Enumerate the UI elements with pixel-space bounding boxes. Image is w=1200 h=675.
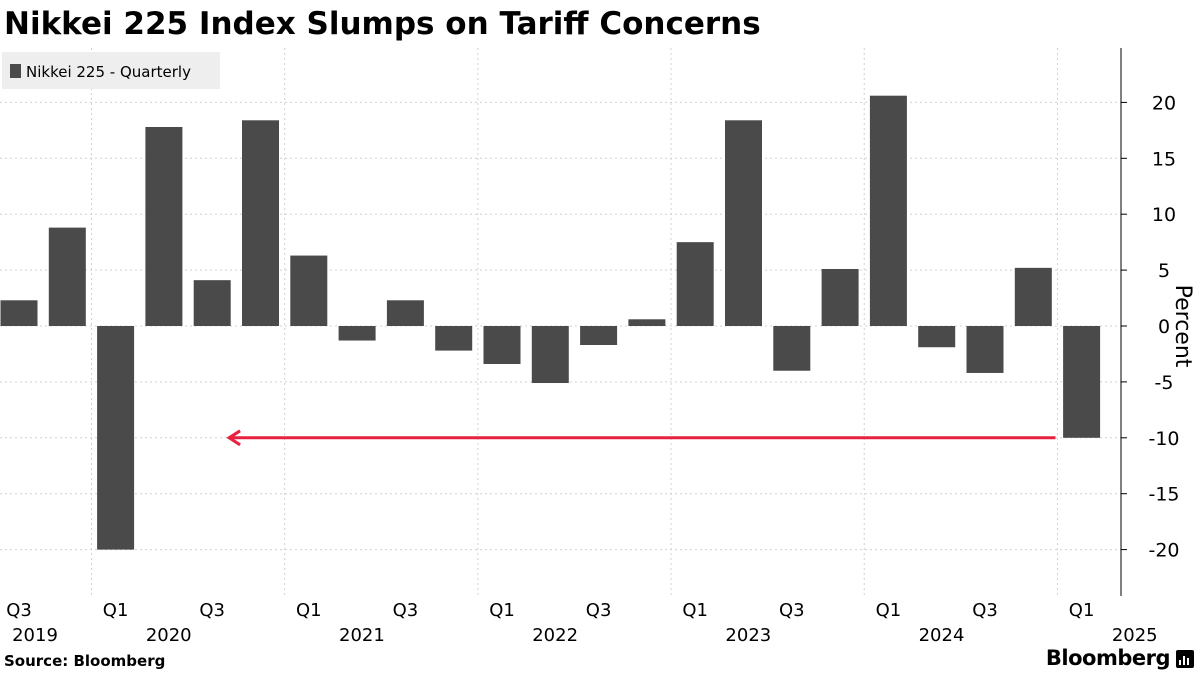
bar-2024-q1 <box>869 95 907 326</box>
y-axis-label: Percent <box>1170 285 1195 368</box>
bar-2024-q2 <box>918 326 956 348</box>
x-tick-label: Q1 <box>489 600 515 621</box>
bar-2022-q4 <box>628 319 666 326</box>
x-year-label: 2020 <box>146 625 192 646</box>
chart-title: Nikkei 225 Index Slumps on Tariff Concer… <box>4 6 761 42</box>
y-tick-label: -15 <box>1148 484 1179 506</box>
x-year-label: 2025 <box>1112 625 1158 646</box>
bar-2020-q3 <box>193 280 231 326</box>
y-tick-label: 0 <box>1158 316 1170 338</box>
bar-2021-q3 <box>386 300 424 326</box>
bar-2024-q4 <box>1014 267 1052 326</box>
bar-2023-q1 <box>676 242 714 326</box>
bar-2021-q1 <box>290 255 328 326</box>
x-tick-label: Q1 <box>682 600 708 621</box>
bar-2019-q3 <box>0 300 38 326</box>
y-axis: 20 15 10 5 0 -5 -10 -15 -20 <box>1120 48 1180 596</box>
x-tick-label: Q3 <box>972 600 998 621</box>
x-tick-label: Q3 <box>586 600 612 621</box>
bar-2020-q1 <box>97 326 135 550</box>
legend-background <box>2 52 220 89</box>
bar-2022-q1 <box>483 326 521 365</box>
x-tick-label: Q3 <box>779 600 805 621</box>
y-tick-label: 20 <box>1152 92 1176 114</box>
y-tick-label: -20 <box>1148 540 1179 562</box>
x-axis: Q3 2019 Q1 2020 Q3 Q1 2021 Q3 Q1 2022 Q3 Q1 2023 Q3 Q1… <box>6 600 1157 646</box>
bar-2022-q3 <box>580 326 618 346</box>
x-tick-label: Q3 <box>6 600 32 621</box>
x-tick-label: Q1 <box>1069 600 1095 621</box>
bar-2024-q3 <box>966 326 1004 373</box>
legend: Nikkei 225 - Quarterly <box>2 52 220 89</box>
x-tick-label: Q1 <box>103 600 129 621</box>
x-tick-label: Q1 <box>296 600 322 621</box>
x-year-label: 2021 <box>339 625 385 646</box>
bloomberg-terminal-icon <box>1176 650 1194 668</box>
bar-2020-q2 <box>145 126 183 326</box>
y-tick-label: 10 <box>1152 204 1176 226</box>
bar-2019-q4 <box>48 227 86 326</box>
bar-2021-q4 <box>435 326 473 351</box>
x-year-label: 2023 <box>725 625 771 646</box>
source-note: Source: Bloomberg <box>4 652 166 670</box>
x-year-label: 2022 <box>532 625 578 646</box>
y-tick-label: 5 <box>1158 260 1170 282</box>
x-tick-label: Q3 <box>199 600 225 621</box>
y-tick-label: 15 <box>1152 148 1176 170</box>
x-tick-label: Q3 <box>393 600 419 621</box>
x-year-label: 2019 <box>12 625 58 646</box>
brand-logo: Bloomberg <box>1045 646 1171 670</box>
y-tick-label: -10 <box>1148 428 1179 450</box>
y-tick-label: -5 <box>1155 372 1174 394</box>
bar-2020-q4 <box>242 120 279 327</box>
bar-2021-q2 <box>338 326 376 341</box>
bar-2023-q3 <box>773 326 811 371</box>
bar-2025-q1 <box>1063 326 1101 438</box>
x-tick-label: Q1 <box>876 600 902 621</box>
x-year-label: 2024 <box>919 625 965 646</box>
arrow-head <box>226 429 241 447</box>
bar-2023-q4 <box>821 268 859 326</box>
bar-2023-q2 <box>725 120 762 327</box>
bars <box>0 95 1101 550</box>
annotations <box>226 429 1056 447</box>
legend-swatch <box>10 64 21 78</box>
legend-label: Nikkei 225 - Quarterly <box>26 63 191 81</box>
bar-2022-q2 <box>531 326 569 384</box>
